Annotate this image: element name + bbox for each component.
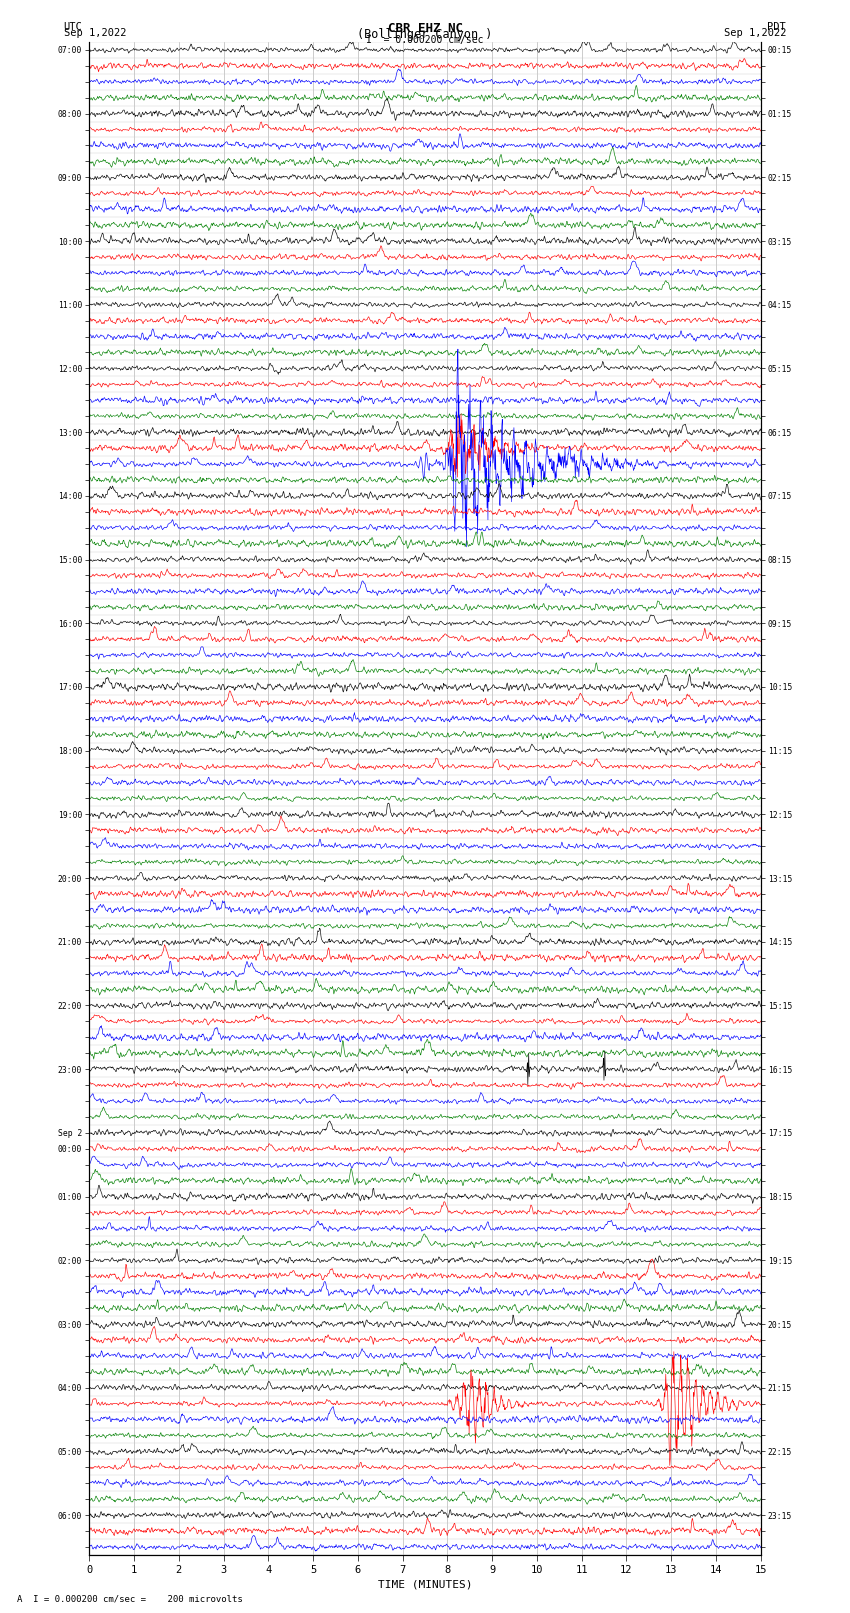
Text: A  I = 0.000200 cm/sec =    200 microvolts: A I = 0.000200 cm/sec = 200 microvolts bbox=[17, 1594, 243, 1603]
Text: (Bollinger Canyon ): (Bollinger Canyon ) bbox=[357, 29, 493, 42]
X-axis label: TIME (MINUTES): TIME (MINUTES) bbox=[377, 1579, 473, 1589]
Text: PDT: PDT bbox=[768, 23, 786, 32]
Text: I  = 0.000200 cm/sec: I = 0.000200 cm/sec bbox=[366, 35, 484, 45]
Text: Sep 1,2022: Sep 1,2022 bbox=[64, 29, 127, 39]
Text: CBR EHZ NC: CBR EHZ NC bbox=[388, 23, 462, 35]
Text: Sep 1,2022: Sep 1,2022 bbox=[723, 29, 786, 39]
Text: UTC: UTC bbox=[64, 23, 82, 32]
